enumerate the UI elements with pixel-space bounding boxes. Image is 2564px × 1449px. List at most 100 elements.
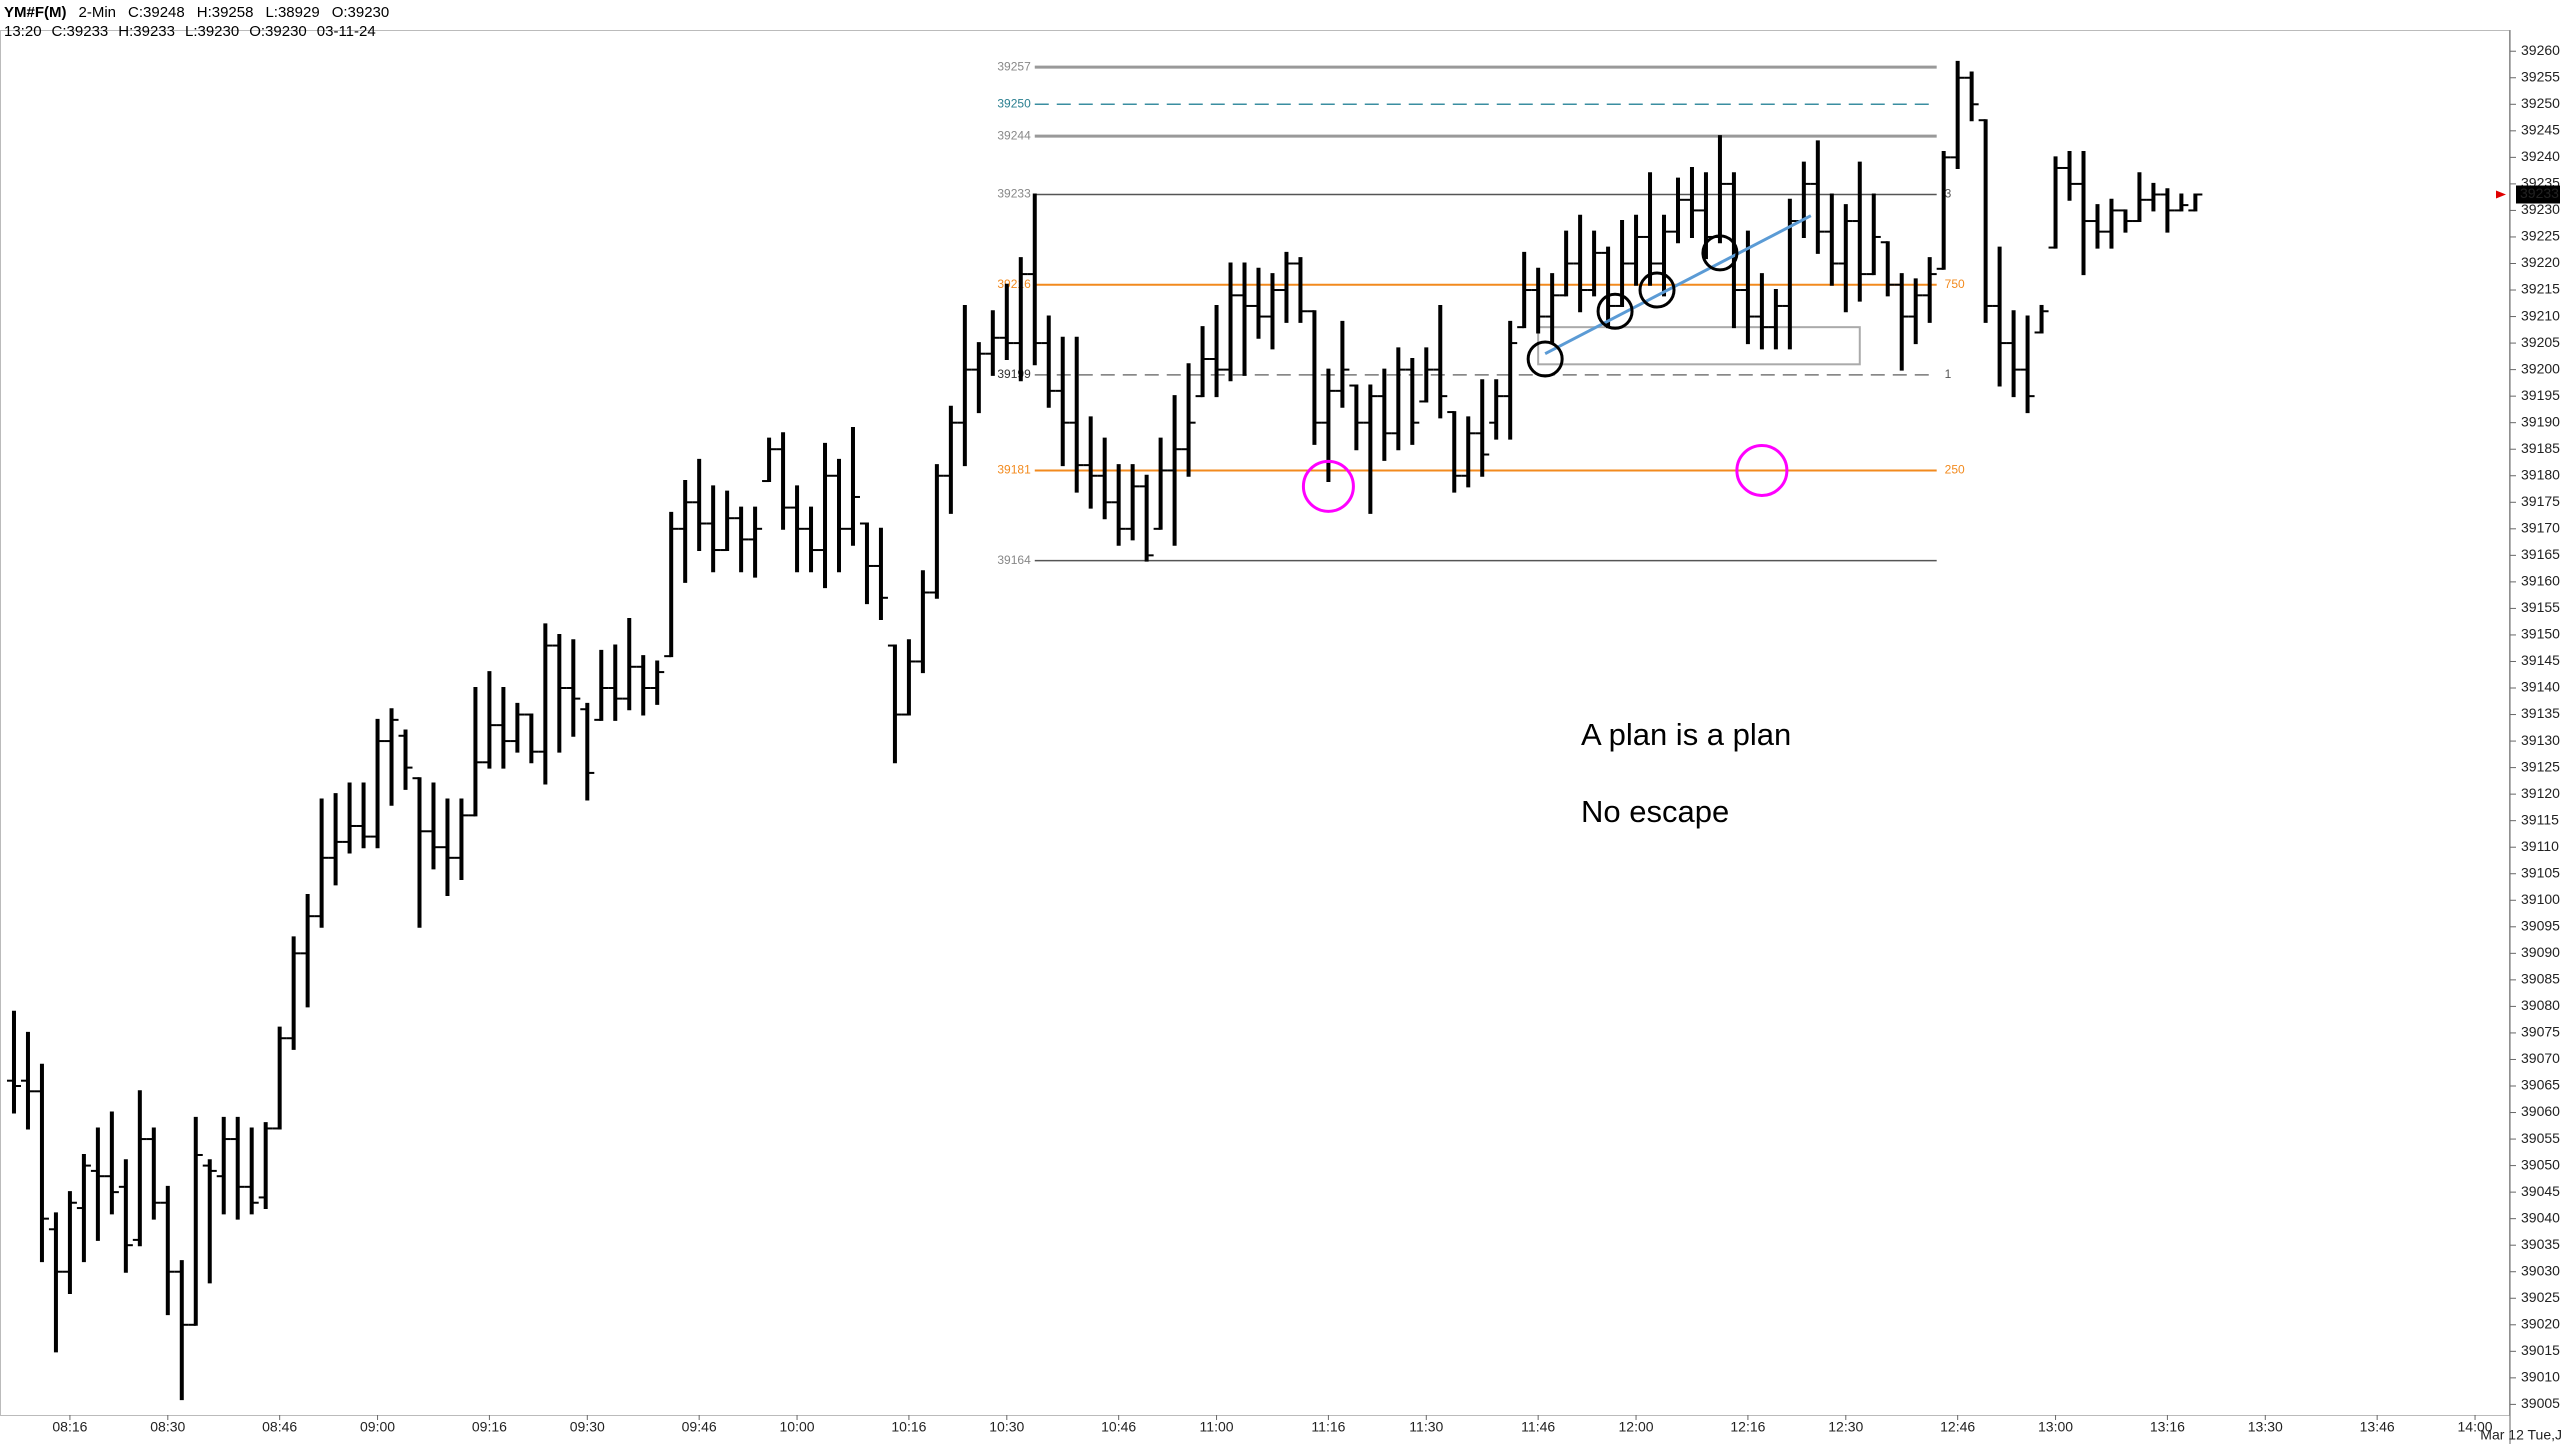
y-tick-label: 39170: [2521, 520, 2560, 536]
header-field: H:39258: [197, 4, 254, 21]
y-tick-label: 39225: [2521, 228, 2560, 244]
y-tick-label: 39155: [2521, 599, 2560, 615]
y-tick-label: 39080: [2521, 997, 2560, 1013]
y-tick-label: 39215: [2521, 281, 2560, 297]
x-tick-label: 09:00: [360, 1419, 395, 1435]
header-field: YM#F(M): [4, 4, 67, 21]
y-tick-label: 39005: [2521, 1395, 2560, 1411]
circle-marker: [1596, 292, 1634, 330]
x-tick-label: 13:16: [2150, 1419, 2185, 1435]
header-field: L:38929: [265, 4, 319, 21]
header-field: 2-Min: [79, 4, 117, 21]
circle-marker: [1701, 234, 1739, 272]
header-field: L:39230: [185, 23, 239, 40]
x-tick-label: 10:46: [1101, 1419, 1136, 1435]
x-tick-label: 13:46: [2360, 1419, 2395, 1435]
y-tick-label: 39060: [2521, 1103, 2560, 1119]
y-tick-label: 39130: [2521, 732, 2560, 748]
level-tag: 750: [1945, 277, 1965, 291]
date-label: Mar 12 Tue,J: [2480, 1427, 2562, 1443]
x-tick-label: 11:46: [1521, 1419, 1555, 1435]
y-tick-label: 39090: [2521, 944, 2560, 960]
y-tick-label: 39105: [2521, 864, 2560, 880]
x-tick-label: 09:16: [472, 1419, 507, 1435]
y-tick-label: 39245: [2521, 122, 2560, 138]
last-price-label: 39233: [2520, 185, 2559, 201]
x-tick-label: 11:00: [1200, 1419, 1234, 1435]
y-tick-label: 39035: [2521, 1236, 2560, 1252]
x-tick-label: 08:30: [150, 1419, 185, 1435]
y-tick-label: 39020: [2521, 1315, 2560, 1331]
circle-marker: [1735, 443, 1789, 497]
y-tick-label: 39175: [2521, 493, 2560, 509]
y-tick-label: 39250: [2521, 95, 2560, 111]
x-tick-label: 10:16: [891, 1419, 926, 1435]
x-tick-label: 11:16: [1311, 1419, 1345, 1435]
x-tick-label: 12:30: [1828, 1419, 1863, 1435]
y-tick-label: 39140: [2521, 679, 2560, 695]
y-tick-label: 39100: [2521, 891, 2560, 907]
y-tick-label: 39055: [2521, 1130, 2560, 1146]
x-tick-label: 14:00: [2458, 1419, 2493, 1435]
y-tick-label: 39220: [2521, 254, 2560, 270]
level-tag: 3: [1945, 187, 1952, 201]
x-tick-label: 10:00: [780, 1419, 815, 1435]
note: No escape: [1581, 794, 1729, 829]
y-tick-label: 39070: [2521, 1050, 2560, 1066]
level-label: 39199: [997, 367, 1031, 381]
x-tick-label: 08:16: [52, 1419, 87, 1435]
header-field: C:39233: [52, 23, 109, 40]
x-tick-label: 11:30: [1409, 1419, 1443, 1435]
y-tick-label: 39120: [2521, 785, 2560, 801]
header-field: 13:20: [4, 23, 42, 40]
y-tick-label: 39200: [2521, 360, 2560, 376]
header-field: O:39230: [249, 23, 307, 40]
x-tick-label: 12:16: [1730, 1419, 1765, 1435]
level-label: 39233: [997, 187, 1031, 201]
level-label: 39257: [997, 59, 1031, 73]
y-tick-label: 39145: [2521, 652, 2560, 668]
y-tick-label: 39260: [2521, 42, 2560, 58]
level-tag: 250: [1945, 463, 1965, 477]
y-tick-label: 39095: [2521, 918, 2560, 934]
y-tick-label: 39110: [2521, 838, 2559, 854]
y-tick-label: 39160: [2521, 573, 2560, 589]
y-tick-label: 39085: [2521, 971, 2560, 987]
range-box: [1537, 326, 1861, 366]
y-tick-label: 39065: [2521, 1077, 2560, 1093]
circle-marker: [1638, 271, 1676, 309]
level-label: 39250: [997, 96, 1031, 110]
note: A plan is a plan: [1581, 717, 1791, 752]
header-field: 03-11-24: [317, 23, 376, 40]
level-label: 39244: [997, 128, 1031, 142]
level-tag: 1: [1945, 367, 1952, 381]
y-tick-label: 39185: [2521, 440, 2560, 456]
y-tick-label: 39115: [2521, 811, 2559, 827]
x-tick-label: 10:30: [989, 1419, 1024, 1435]
circle-marker: [1301, 459, 1355, 513]
y-tick-label: 39150: [2521, 626, 2560, 642]
y-tick-label: 39125: [2521, 758, 2560, 774]
x-tick-label: 13:00: [2038, 1419, 2073, 1435]
trend-line: [1544, 214, 1812, 356]
y-tick-label: 39015: [2521, 1342, 2560, 1358]
level-label: 39181: [997, 463, 1031, 477]
x-tick-label: 08:46: [262, 1419, 297, 1435]
y-tick-label: 39045: [2521, 1183, 2560, 1199]
y-tick-label: 39255: [2521, 68, 2560, 84]
x-tick-label: 12:46: [1940, 1419, 1975, 1435]
y-tick-label: 39230: [2521, 201, 2560, 217]
header-field: H:39233: [118, 23, 175, 40]
y-tick-label: 39240: [2521, 148, 2560, 164]
last-price-box: [2516, 185, 2560, 204]
x-tick-label: 13:30: [2248, 1419, 2283, 1435]
y-tick-label: 39050: [2521, 1156, 2560, 1172]
y-tick-label: 39205: [2521, 334, 2560, 350]
y-tick-label: 39190: [2521, 413, 2560, 429]
y-tick-label: 39040: [2521, 1209, 2560, 1225]
x-tick-label: 09:46: [682, 1419, 717, 1435]
y-tick-label: 39030: [2521, 1262, 2560, 1278]
y-tick-label: 39180: [2521, 466, 2560, 482]
